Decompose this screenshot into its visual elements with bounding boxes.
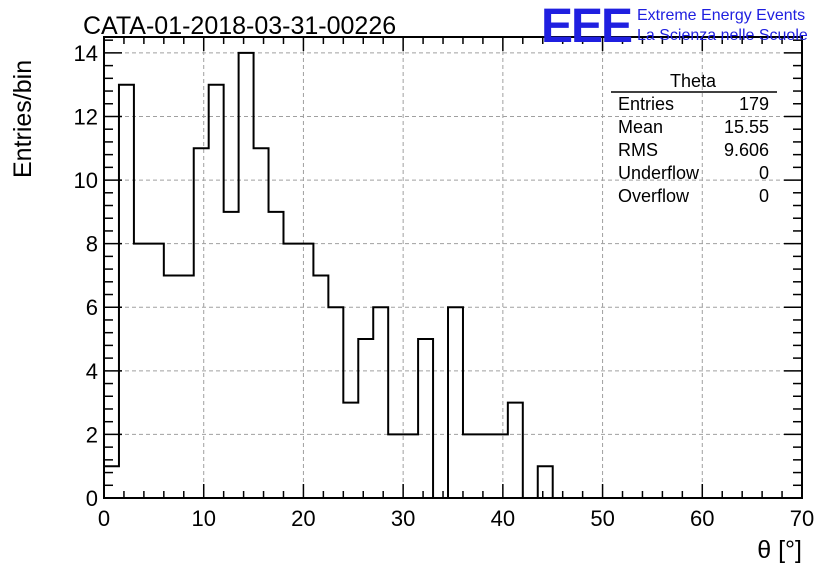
y-tick-label: 14 [74,41,98,66]
y-tick-label: 6 [86,295,98,320]
stats-label-overflow: Overflow [618,186,690,206]
stats-value-entries: 179 [739,94,769,114]
logo-letters: EEE [541,0,632,53]
logo-line-1: Extreme Energy Events [637,7,805,24]
stats-label-underflow: Underflow [618,163,700,183]
stats-label-rms: RMS [618,140,658,160]
y-axis-title: Entries/bin [9,60,37,178]
eee-logo: EEE Extreme Energy Events La Scienza nel… [541,0,808,53]
x-tick-label: 20 [291,506,315,531]
histogram-outline [103,51,554,499]
y-tick-label: 8 [86,232,98,257]
x-tick-label: 30 [391,506,415,531]
x-tick-label: 60 [690,506,714,531]
x-tick-label: 40 [491,506,515,531]
stats-label-mean: Mean [618,117,663,137]
x-tick-label: 10 [191,506,215,531]
x-tick-label: 0 [98,506,110,531]
stats-title: Theta [670,71,717,91]
x-axis-title: θ [°] [757,536,802,564]
stats-value-mean: 15.55 [724,117,769,137]
y-tick-label: 12 [74,104,98,129]
plot-frame [103,36,803,499]
logo-line-2: La Scienza nelle Scuole [637,27,808,44]
axis-ticks [103,37,803,499]
stats-label-entries: Entries [618,94,674,114]
stats-box: Theta Entries 179 Mean 15.55 RMS 9.606 U… [611,71,777,206]
chart-title: CATA-01-2018-03-31-00226 [83,12,396,40]
x-tick-label: 50 [590,506,614,531]
y-tick-label: 0 [86,486,98,511]
tick-labels: 0 10 20 30 40 50 60 70 0 2 4 6 8 10 12 14 [74,41,815,531]
y-tick-label: 4 [86,359,98,384]
x-tick-label: 70 [790,506,814,531]
stats-value-underflow: 0 [759,163,769,183]
y-tick-label: 2 [86,422,98,447]
stats-value-overflow: 0 [759,186,769,206]
grid-lines [104,37,802,498]
y-tick-label: 10 [74,168,98,193]
stats-value-rms: 9.606 [724,140,769,160]
